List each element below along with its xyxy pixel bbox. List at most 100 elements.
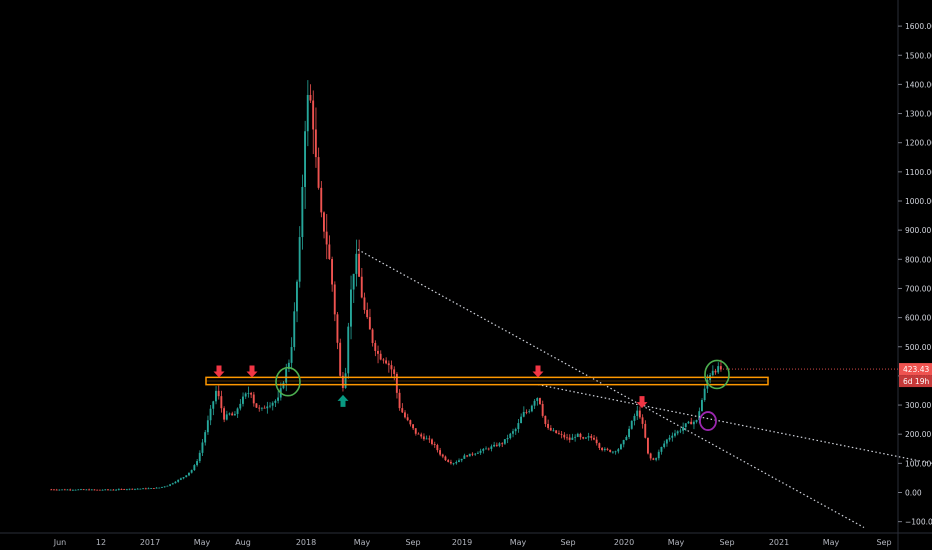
candle-body bbox=[630, 420, 633, 429]
price-tick-label: 100.00 bbox=[905, 459, 931, 468]
candle-body bbox=[428, 438, 431, 440]
candle-body bbox=[363, 297, 366, 310]
candle-body bbox=[74, 489, 77, 491]
time-axis[interactable]: Jun 12 2017 May Aug 2018 May Sep 2019 May Sep 2020 M… bbox=[53, 538, 892, 547]
time-tick-label: May bbox=[668, 538, 685, 547]
candle-body bbox=[549, 427, 552, 431]
candle-body bbox=[71, 489, 74, 491]
candle-body bbox=[593, 437, 595, 440]
candle-body bbox=[404, 412, 406, 418]
up-arrow-icon[interactable] bbox=[337, 394, 349, 407]
candle-body bbox=[703, 388, 706, 401]
down-arrow-icon[interactable] bbox=[213, 365, 225, 378]
down-arrow-icon[interactable] bbox=[636, 396, 648, 409]
candle-body bbox=[522, 411, 525, 417]
candle-body bbox=[409, 420, 412, 425]
candle-body bbox=[212, 401, 215, 409]
candle-body bbox=[88, 489, 90, 491]
candle-body bbox=[150, 488, 153, 489]
candle-body bbox=[131, 488, 134, 490]
candle-body bbox=[374, 343, 377, 351]
time-tick-label: May bbox=[194, 538, 211, 547]
countdown-box bbox=[899, 375, 932, 388]
candle-body bbox=[441, 454, 444, 457]
candle-body bbox=[201, 442, 204, 453]
candle-body bbox=[574, 436, 576, 438]
candle-body bbox=[449, 461, 452, 464]
time-tick-label: 2017 bbox=[140, 538, 160, 547]
candle-body bbox=[584, 437, 587, 439]
candle-body bbox=[152, 488, 155, 489]
time-tick-label: 2019 bbox=[452, 538, 472, 547]
candle-body bbox=[147, 488, 150, 490]
last-price-label: 423.43 bbox=[903, 365, 929, 374]
candle-body bbox=[509, 433, 512, 439]
price-tick-label: 800.00 bbox=[905, 255, 931, 264]
candle-body bbox=[136, 488, 139, 490]
candle-body bbox=[250, 393, 252, 395]
candle-body bbox=[422, 436, 425, 440]
highlight-circle[interactable] bbox=[704, 359, 730, 390]
candle-body bbox=[101, 489, 104, 491]
candle-body bbox=[174, 481, 177, 484]
candle-body bbox=[225, 414, 228, 420]
candle-body bbox=[382, 359, 385, 361]
candle-body bbox=[552, 430, 555, 432]
candle-body bbox=[390, 365, 393, 370]
candle-body bbox=[401, 408, 404, 413]
candle-body bbox=[395, 373, 398, 393]
candle-body bbox=[96, 489, 99, 491]
price-tick-label: 200.00 bbox=[905, 430, 931, 439]
candle-body bbox=[606, 448, 609, 450]
highlight-circle[interactable] bbox=[699, 411, 717, 431]
candle-body bbox=[544, 415, 547, 424]
candle-body bbox=[109, 489, 112, 491]
candle-body bbox=[352, 273, 355, 290]
time-tick-label: May bbox=[510, 538, 527, 547]
candle-body bbox=[277, 397, 279, 401]
price-tick-label: 1600.00 bbox=[905, 22, 932, 31]
candle-body bbox=[495, 444, 498, 446]
candle-body bbox=[541, 403, 544, 416]
highlight-circle[interactable] bbox=[275, 366, 301, 397]
candle-body bbox=[485, 448, 487, 450]
candle-body bbox=[530, 405, 533, 412]
candle-body bbox=[528, 411, 531, 413]
candle-body bbox=[506, 438, 509, 440]
candle-body bbox=[69, 489, 72, 491]
drawing-annotations[interactable] bbox=[205, 249, 932, 529]
candle-body bbox=[557, 433, 560, 434]
price-axis[interactable]: 1600.00 1500.00 1400.00 1300.00 1200.00 1100.… bbox=[898, 22, 932, 527]
candle-body bbox=[420, 434, 423, 437]
candle-body bbox=[158, 487, 161, 489]
candle-body bbox=[582, 437, 585, 439]
candle-body bbox=[371, 329, 374, 344]
candle-body bbox=[331, 259, 333, 285]
candle-body bbox=[652, 458, 655, 460]
trendline[interactable] bbox=[537, 384, 932, 464]
candle-body bbox=[406, 417, 409, 421]
time-tick-label: 2018 bbox=[296, 538, 316, 547]
candle-body bbox=[576, 433, 579, 437]
candle-body bbox=[196, 461, 198, 466]
candle-body bbox=[179, 478, 182, 480]
candle-body bbox=[463, 455, 466, 459]
price-tick-label: 300.00 bbox=[905, 401, 931, 410]
candle-body bbox=[358, 253, 360, 277]
candle-body bbox=[217, 390, 220, 397]
price-tick-label: 900.00 bbox=[905, 226, 931, 235]
down-arrow-icon[interactable] bbox=[246, 365, 258, 378]
down-arrow-icon[interactable] bbox=[532, 365, 544, 378]
candle-body bbox=[471, 453, 474, 455]
candle-body bbox=[714, 370, 717, 373]
candle-body bbox=[355, 253, 358, 274]
candle-body bbox=[501, 443, 504, 445]
candle-body bbox=[466, 455, 468, 457]
candle-body bbox=[206, 420, 209, 433]
candle-body bbox=[93, 489, 96, 491]
trendline[interactable] bbox=[357, 249, 865, 529]
candle-body bbox=[98, 489, 101, 491]
candle-body bbox=[514, 429, 517, 432]
candle-body bbox=[447, 460, 450, 462]
